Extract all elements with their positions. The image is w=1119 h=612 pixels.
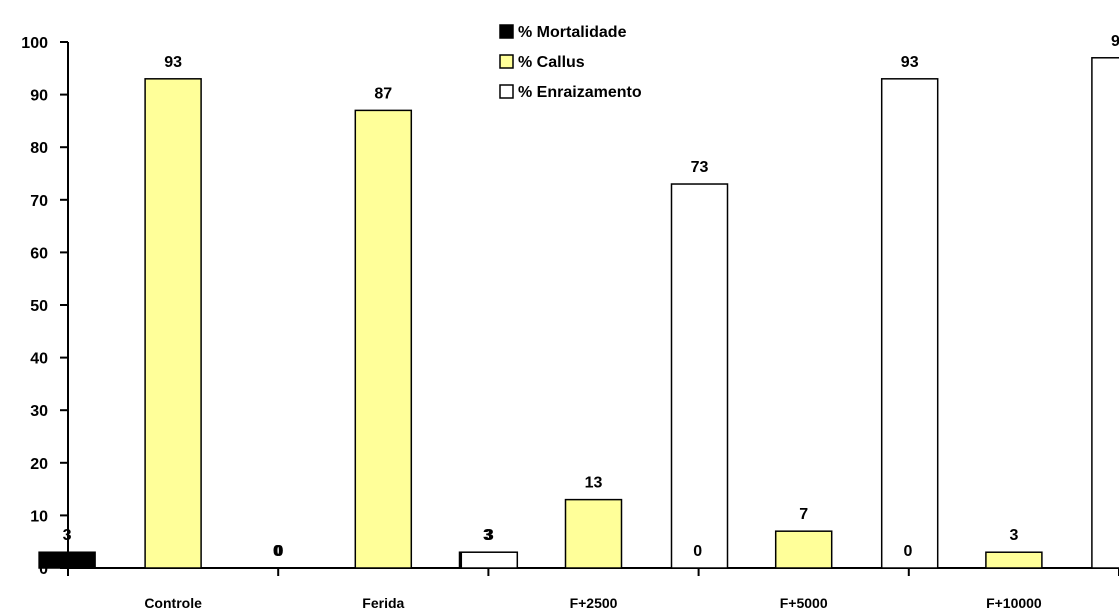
labels-layer: Controle Ferida F+2500 F+5000 F+10000 3 0 3 0 0 93… xyxy=(63,33,1119,611)
y-tick-label-70: 70 xyxy=(30,193,48,210)
data-label-series-0-cat-3: 0 xyxy=(693,543,702,560)
legend-box xyxy=(490,18,692,118)
bar-series-1-cat-2 xyxy=(564,498,623,569)
category-label-controle: Controle xyxy=(144,595,202,611)
y-tick-label-50: 50 xyxy=(30,298,48,315)
bar-series-0-cat-0 xyxy=(38,551,96,569)
legend-label-1: % Callus xyxy=(518,54,585,71)
legend-swatch-0 xyxy=(499,24,514,39)
bar-series-1-cat-3 xyxy=(774,530,833,569)
data-label-series-2-cat-2: 73 xyxy=(691,159,709,176)
y-tick-label-10: 10 xyxy=(30,508,48,525)
y-tick-label-40: 40 xyxy=(30,351,48,368)
legend-label-0: % Mortalidade xyxy=(518,24,627,41)
bar-series-2-cat-3 xyxy=(880,78,939,569)
data-label-series-0-cat-0: 3 xyxy=(63,527,72,544)
legend-swatch-2 xyxy=(499,84,514,99)
data-label-series-1-cat-4: 3 xyxy=(1009,527,1018,544)
y-tick-label-80: 80 xyxy=(30,140,48,157)
bar-series-2-cat-2 xyxy=(670,183,729,569)
y-tick-label-60: 60 xyxy=(30,245,48,262)
y-tick-label-20: 20 xyxy=(30,456,48,473)
data-label-series-0-cat-1: 0 xyxy=(273,543,282,560)
data-label-series-2-cat-1: 3 xyxy=(485,527,494,544)
y-tick-label-0: 0 xyxy=(39,561,48,578)
y-tick-label-90: 90 xyxy=(30,88,48,105)
data-label-series-1-cat-1: 87 xyxy=(374,85,392,102)
data-label-series-1-cat-0: 93 xyxy=(164,54,182,71)
category-label-f-10000: F+10000 xyxy=(986,595,1042,611)
bar-series-1-cat-1 xyxy=(354,109,413,569)
bar-series-1-cat-0 xyxy=(144,78,202,569)
legend-swatch-1 xyxy=(499,54,514,69)
data-label-series-1-cat-2: 13 xyxy=(585,475,603,492)
legend-label-2: % Enraizamento xyxy=(518,84,642,101)
category-label-f-5000: F+5000 xyxy=(780,595,828,611)
category-label-ferida: Ferida xyxy=(362,595,404,611)
y-tick-label-30: 30 xyxy=(30,403,48,420)
bar-series-2-cat-1 xyxy=(460,551,519,569)
data-label-series-0-cat-2: 3 xyxy=(483,527,492,544)
data-label-series-2-cat-3: 93 xyxy=(901,54,919,71)
bar-series-2-cat-4 xyxy=(1091,57,1119,569)
bars-layer xyxy=(38,57,1119,569)
data-label-series-1-cat-3: 7 xyxy=(799,506,808,523)
y-tick-label-100: 100 xyxy=(21,35,48,52)
data-label-series-2-cat-4: 97 xyxy=(1111,33,1119,50)
data-label-series-2-cat-0: 0 xyxy=(275,543,284,560)
legend: % Mortalidade % Callus % Enraizamento xyxy=(490,18,692,118)
data-label-series-0-cat-4: 0 xyxy=(903,543,912,560)
bar-series-1-cat-4 xyxy=(985,551,1043,569)
category-label-f-2500: F+2500 xyxy=(570,595,618,611)
